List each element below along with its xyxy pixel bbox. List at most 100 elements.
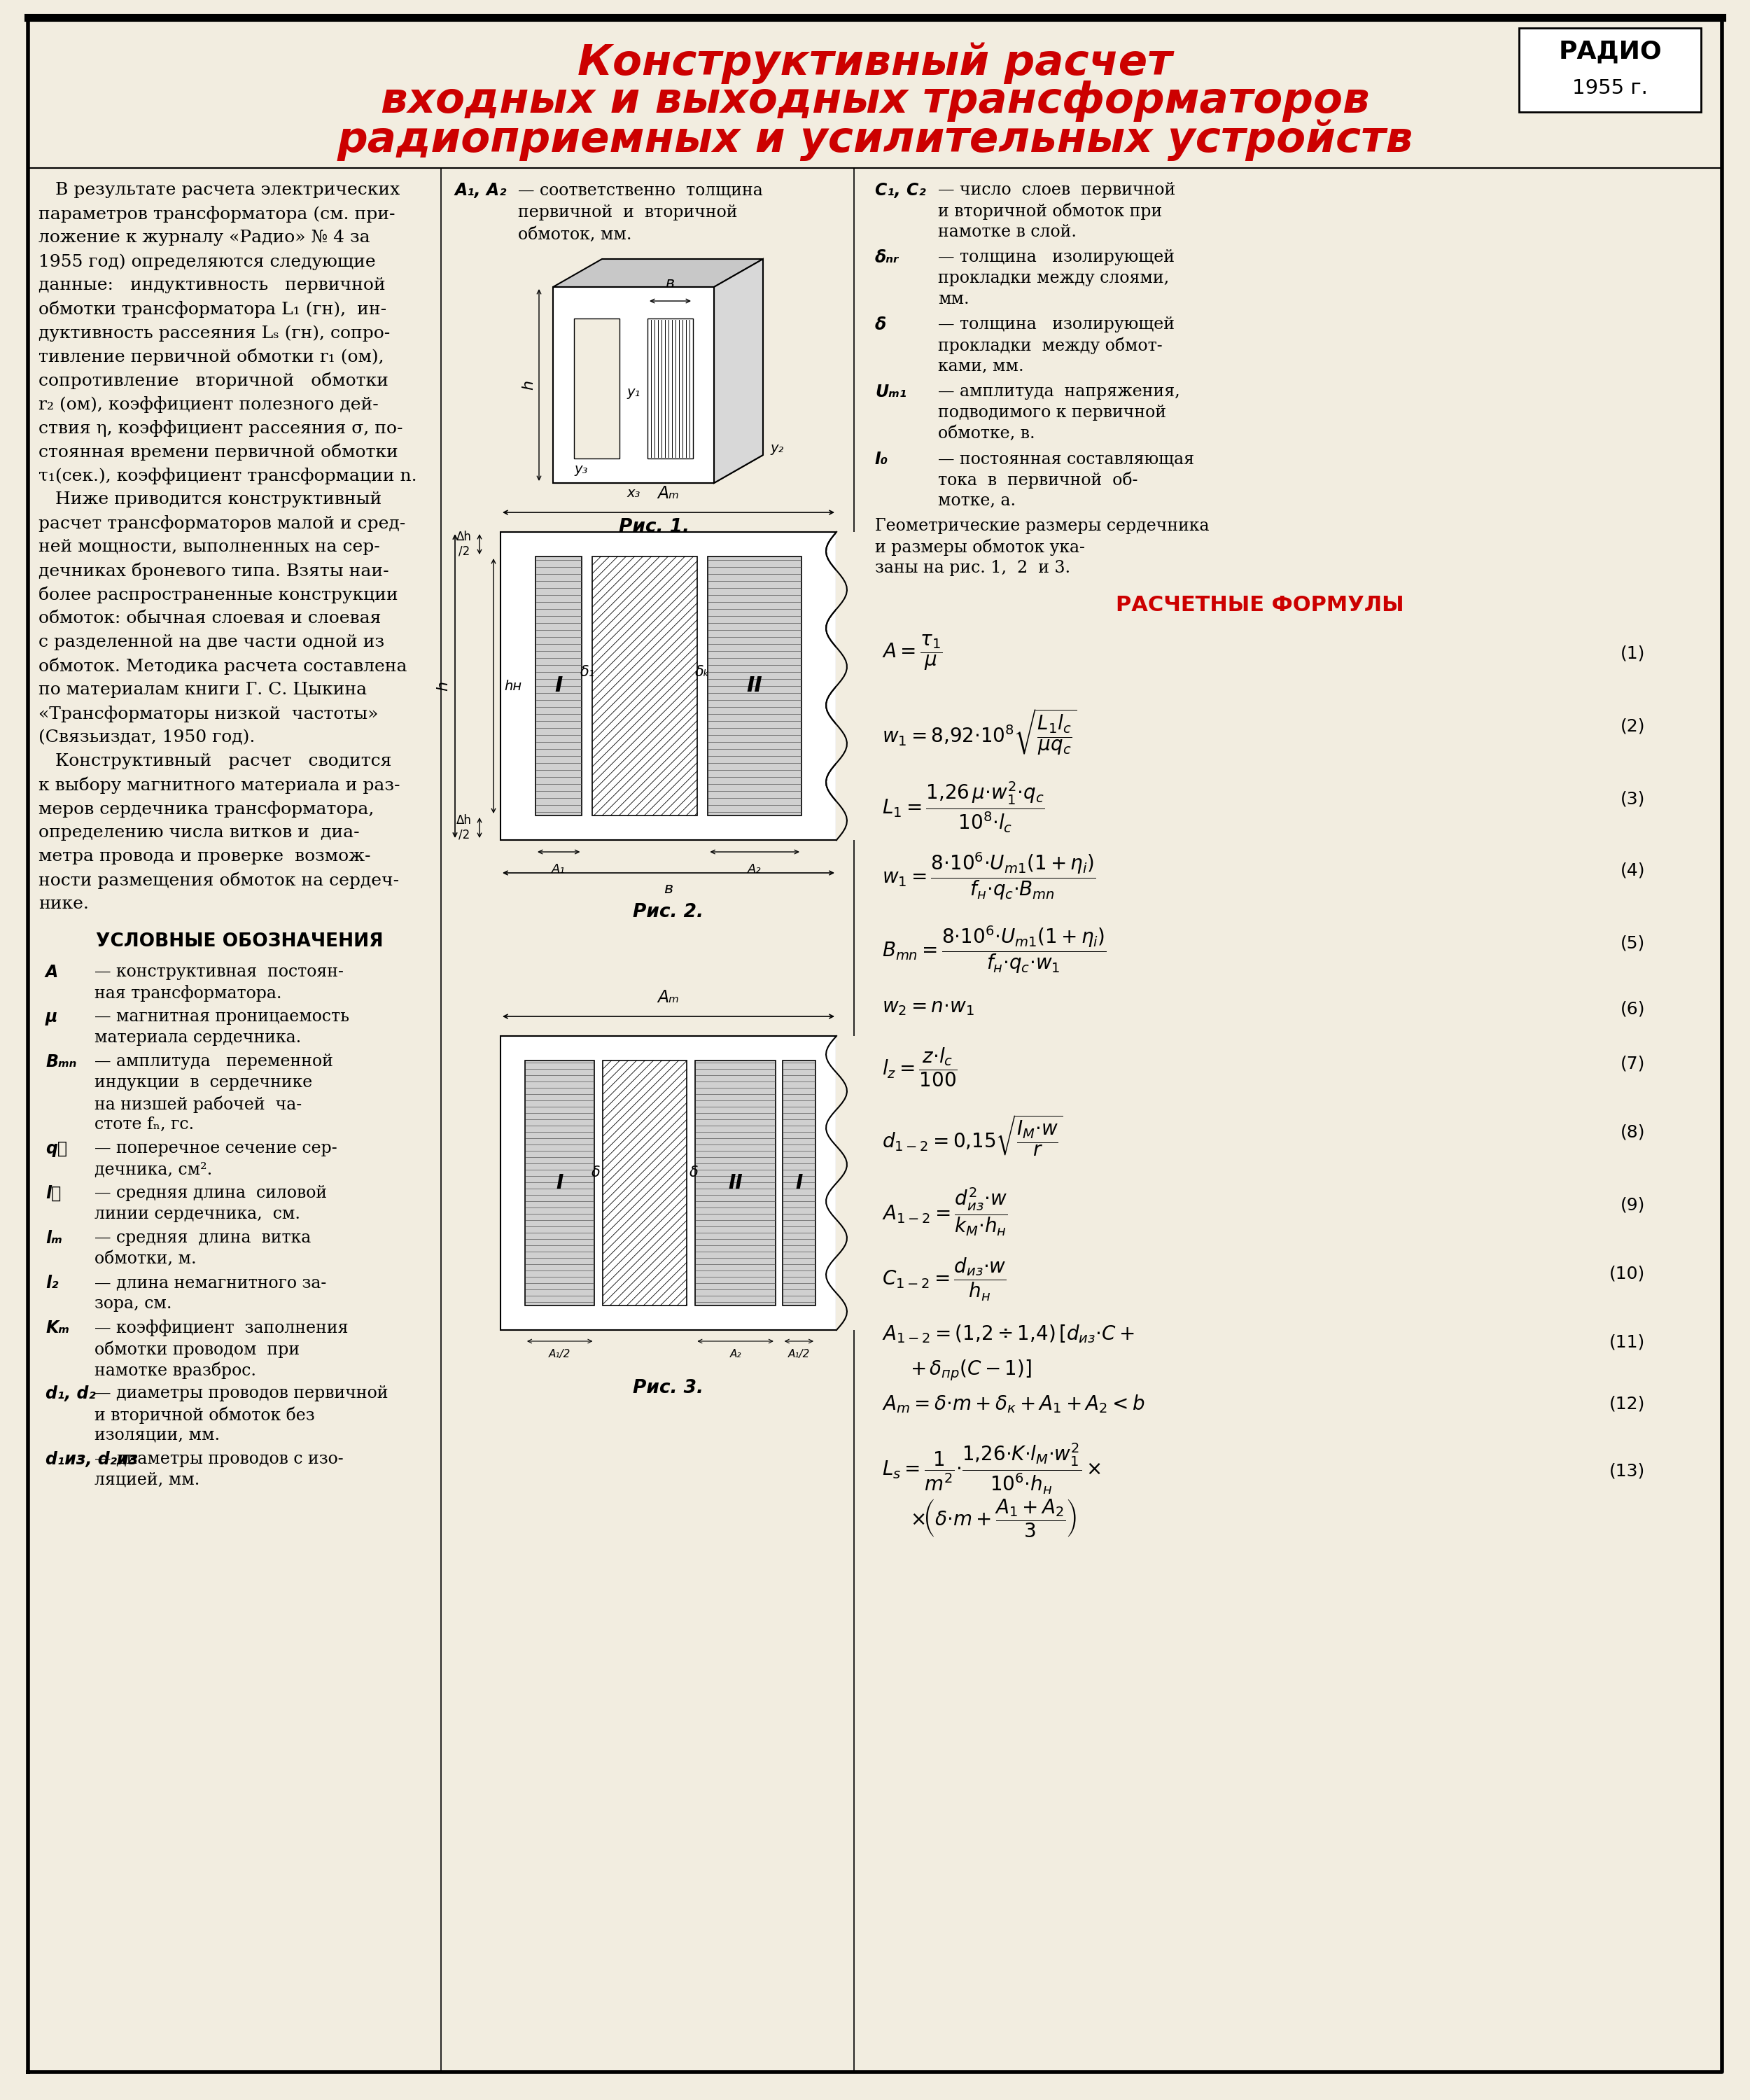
Text: τ₁(сек.), коэффициент трансформации n.: τ₁(сек.), коэффициент трансформации n. [38, 468, 416, 485]
Bar [836, 531, 872, 840]
Bar [648, 319, 693, 458]
Text: Конструктивный расчет: Конструктивный расчет [578, 42, 1172, 84]
Text: материала сердечника.: материала сердечника. [94, 1029, 301, 1046]
Text: обмотки, м.: обмотки, м. [94, 1252, 196, 1266]
Text: РАДИО: РАДИО [1558, 40, 1662, 63]
Text: Рис. 2.: Рис. 2. [634, 903, 704, 922]
Text: (7): (7) [1620, 1056, 1645, 1073]
Polygon shape [714, 258, 763, 483]
Text: II: II [747, 676, 763, 697]
Text: Рис. 3.: Рис. 3. [634, 1380, 704, 1396]
Text: на низшей рабочей  ча-: на низшей рабочей ча- [94, 1096, 301, 1113]
Bar [553, 288, 714, 483]
Bar [500, 531, 836, 840]
Text: и размеры обмоток ука-: и размеры обмоток ука- [875, 540, 1085, 556]
Text: lₘ: lₘ [46, 1231, 63, 1247]
Text: — толщина   изолирующей: — толщина изолирующей [938, 250, 1174, 265]
Text: $A_{1-2} = \dfrac{d^2_{из}{\cdot}w}{k_M{\cdot}h_н}$: $A_{1-2} = \dfrac{d^2_{из}{\cdot}w}{k_M{… [882, 1186, 1008, 1237]
Text: (11): (11) [1610, 1334, 1645, 1350]
Text: x₃: x₃ [626, 487, 640, 500]
Text: (6): (6) [1620, 1000, 1645, 1016]
Text: 1955 год) определяются следующие: 1955 год) определяются следующие [38, 254, 376, 271]
Text: δ: δ [875, 317, 887, 334]
Text: l₂: l₂ [46, 1275, 58, 1292]
Text: r₂ (ом), коэффициент полезного дей-: r₂ (ом), коэффициент полезного дей- [38, 397, 378, 414]
Bar [695, 1060, 775, 1306]
Text: — число  слоев  первичной: — число слоев первичной [938, 183, 1176, 197]
Text: $w_2 = n{\cdot}w_1$: $w_2 = n{\cdot}w_1$ [882, 997, 975, 1016]
Text: (1): (1) [1620, 645, 1645, 662]
Text: дуктивность рассеяния Lₛ (гн), сопро-: дуктивность рассеяния Lₛ (гн), сопро- [38, 326, 390, 342]
Text: подводимого к первичной: подводимого к первичной [938, 405, 1166, 420]
Text: $C_{1-2} = \dfrac{d_{из}{\cdot}w}{h_н}$: $C_{1-2} = \dfrac{d_{из}{\cdot}w}{h_н}$ [882, 1256, 1006, 1302]
Text: $d_{1-2} = 0{,}15\sqrt{\dfrac{I_M{\cdot}w}{r}}$: $d_{1-2} = 0{,}15\sqrt{\dfrac{I_M{\cdot}… [882, 1113, 1064, 1157]
Text: δ: δ [592, 1166, 600, 1180]
Text: (4): (4) [1620, 861, 1645, 878]
Text: по материалам книги Г. С. Цыкина: по материалам книги Г. С. Цыкина [38, 682, 368, 697]
Text: (2): (2) [1620, 718, 1645, 735]
Text: d₁, d₂: d₁, d₂ [46, 1386, 96, 1403]
Text: стоте fₙ, гс.: стоте fₙ, гс. [94, 1117, 194, 1132]
Text: $\times\!\left(\delta{\cdot}m + \dfrac{A_1+A_2}{3}\right)$: $\times\!\left(\delta{\cdot}m + \dfrac{A… [910, 1497, 1076, 1539]
Bar [782, 1060, 816, 1306]
Text: с разделенной на две части одной из: с разделенной на две части одной из [38, 634, 385, 651]
Text: y₂: y₂ [770, 441, 784, 456]
Text: расчет трансформаторов малой и сред-: расчет трансформаторов малой и сред- [38, 514, 406, 531]
Text: — конструктивная  постоян-: — конструктивная постоян- [94, 964, 343, 981]
Text: обмотки проводом  при: обмотки проводом при [94, 1340, 299, 1359]
Text: заны на рис. 1,  2  и 3.: заны на рис. 1, 2 и 3. [875, 561, 1071, 575]
Text: ложение к журналу «Радио» № 4 за: ложение к журналу «Радио» № 4 за [38, 229, 369, 246]
Text: C₁, C₂: C₁, C₂ [875, 183, 926, 200]
Text: $+\,\delta_{пр}(C-1)]$: $+\,\delta_{пр}(C-1)]$ [910, 1359, 1032, 1382]
Text: обмотки трансформатора L₁ (гн),  ин-: обмотки трансформатора L₁ (гн), ин- [38, 300, 387, 319]
Text: мм.: мм. [938, 292, 969, 307]
Text: РАСЧЕТНЫЕ ФОРМУЛЫ: РАСЧЕТНЫЕ ФОРМУЛЫ [1116, 594, 1404, 615]
Text: y₃: y₃ [574, 462, 588, 477]
Bar [525, 1060, 595, 1306]
Bar [536, 556, 583, 815]
Text: ками, мм.: ками, мм. [938, 359, 1024, 374]
Text: A: A [46, 964, 58, 981]
Text: меров сердечника трансформатора,: меров сердечника трансформатора, [38, 800, 374, 817]
Text: II: II [728, 1174, 742, 1193]
Text: 1955 г.: 1955 г. [1572, 78, 1648, 99]
Text: нике.: нике. [38, 897, 89, 911]
Text: lⲟ: lⲟ [46, 1184, 61, 1201]
Polygon shape [553, 258, 763, 288]
Text: qⲟ: qⲟ [46, 1140, 66, 1157]
Text: A₁, A₂: A₁, A₂ [455, 183, 507, 200]
Text: Ниже приводится конструктивный: Ниже приводится конструктивный [38, 491, 382, 508]
Text: — диаметры проводов первичной: — диаметры проводов первичной [94, 1386, 388, 1401]
Text: тивление первичной обмотки r₁ (ом),: тивление первичной обмотки r₁ (ом), [38, 349, 383, 365]
Text: d₁из, d₂из: d₁из, d₂из [46, 1451, 138, 1468]
Bar [1519, 27, 1701, 111]
Text: обмоток: обычная слоевая и слоевая: обмоток: обычная слоевая и слоевая [38, 611, 382, 626]
Text: — средняя длина  силовой: — средняя длина силовой [94, 1184, 327, 1201]
Text: (12): (12) [1608, 1396, 1645, 1413]
Text: В результате расчета электрических: В результате расчета электрических [38, 183, 399, 197]
Text: (5): (5) [1620, 934, 1645, 951]
Text: A₂: A₂ [747, 863, 761, 876]
Text: Bₘₙ: Bₘₙ [46, 1054, 77, 1071]
Text: — толщина   изолирующей: — толщина изолирующей [938, 317, 1174, 332]
Text: δ: δ [690, 1166, 698, 1180]
Text: в: в [665, 277, 674, 290]
Text: (Связьиздат, 1950 год).: (Связьиздат, 1950 год). [38, 729, 255, 746]
Text: $w_1 = \dfrac{8{\cdot}10^6{\cdot}U_{m1}(1+\eta_i)}{f_н{\cdot}q_c{\cdot}B_{mn}}$: $w_1 = \dfrac{8{\cdot}10^6{\cdot}U_{m1}(… [882, 850, 1096, 901]
Text: обмоток. Методика расчета составлена: обмоток. Методика расчета составлена [38, 657, 408, 676]
Text: A₁/2: A₁/2 [550, 1348, 570, 1359]
Text: линии сердечника,  см.: линии сердечника, см. [94, 1205, 301, 1222]
Text: $w_1 = 8{,}92{\cdot}10^8 \sqrt{\dfrac{L_1 l_c}{\mu q_c}}$: $w_1 = 8{,}92{\cdot}10^8 \sqrt{\dfrac{L_… [882, 708, 1076, 756]
Polygon shape [553, 456, 763, 483]
Bar [604, 1060, 688, 1306]
Text: зора, см.: зора, см. [94, 1296, 172, 1312]
Bar [709, 556, 802, 815]
Text: δₖ: δₖ [695, 666, 710, 678]
Text: — амплитуда  напряжения,: — амплитуда напряжения, [938, 384, 1180, 399]
Text: «Трансформаторы низкой  частоты»: «Трансформаторы низкой частоты» [38, 706, 378, 722]
Text: метра провода и проверке  возмож-: метра провода и проверке возмож- [38, 848, 371, 865]
Text: в: в [663, 882, 674, 897]
Text: ности размещения обмоток на сердеч-: ности размещения обмоток на сердеч- [38, 872, 399, 890]
Text: $l_z = \dfrac{z{\cdot}l_c}{100}$: $l_z = \dfrac{z{\cdot}l_c}{100}$ [882, 1046, 957, 1088]
Text: A₁: A₁ [551, 863, 565, 876]
